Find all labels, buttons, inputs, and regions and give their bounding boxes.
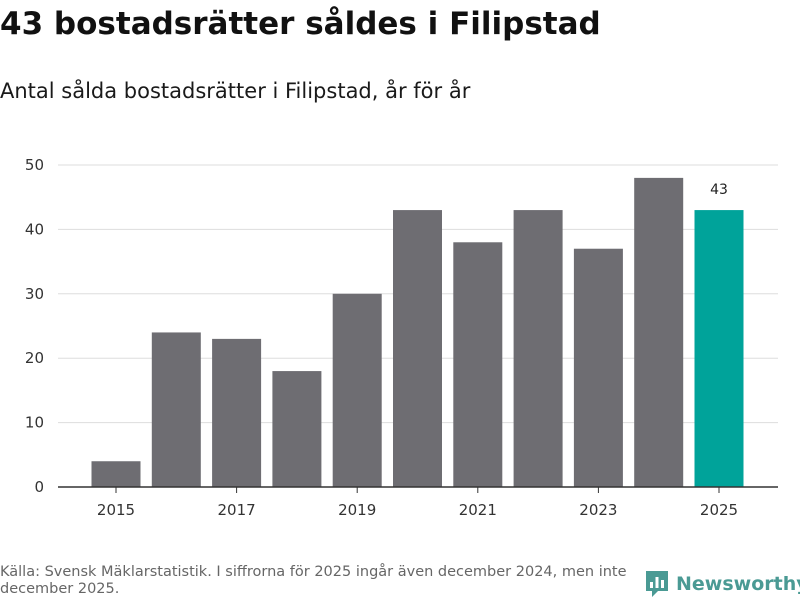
x-tick-label-2025: 2025: [700, 501, 738, 519]
x-tick-label-2017: 2017: [218, 501, 256, 519]
y-tick-label-40: 40: [25, 220, 44, 238]
bar-2020: [393, 210, 442, 487]
newsworthy-logo: Newsworthy: [644, 569, 800, 599]
bar-2025: [694, 210, 744, 487]
bar-2021: [453, 242, 503, 487]
bar-2018: [272, 371, 322, 487]
bar-2022: [513, 210, 563, 487]
x-tick-label-2019: 2019: [338, 501, 376, 519]
bar-2019: [332, 293, 382, 487]
x-tick-label-2021: 2021: [459, 501, 497, 519]
bar-2023: [573, 248, 623, 487]
axes: [58, 486, 778, 493]
y-tick-label-10: 10: [25, 414, 44, 432]
y-tick-label-30: 30: [25, 285, 44, 303]
newsworthy-logo-icon: [646, 571, 668, 597]
labels: 0 10 20 30 40 50 43 2015 2017 2019 2021 2023 2025: [25, 156, 738, 519]
x-tick-label-2015: 2015: [97, 501, 135, 519]
y-tick-label-0: 0: [34, 478, 44, 496]
bars: [91, 177, 744, 487]
y-tick-label-50: 50: [25, 156, 44, 174]
chart-subtitle: Antal sålda bostadsrätter i Filipstad, å…: [0, 79, 471, 103]
data-label-2025: 43: [710, 182, 728, 198]
newsworthy-logo-text: Newsworthy: [676, 573, 800, 595]
bar-2024: [634, 177, 684, 487]
chart-title: 43 bostadsrätter såldes i Filipstad: [0, 6, 601, 42]
bar-chart: 0 10 20 30 40 50 43 2015 2017 2019 2021 2023 2025: [25, 156, 778, 519]
y-tick-label-20: 20: [25, 349, 44, 367]
bar-2015: [91, 461, 141, 487]
source-note: Källa: Svensk Mäklarstatistik. I siffror…: [0, 564, 627, 597]
bar-2016: [151, 332, 201, 487]
x-tick-label-2023: 2023: [579, 501, 617, 519]
bar-2017: [212, 338, 262, 487]
